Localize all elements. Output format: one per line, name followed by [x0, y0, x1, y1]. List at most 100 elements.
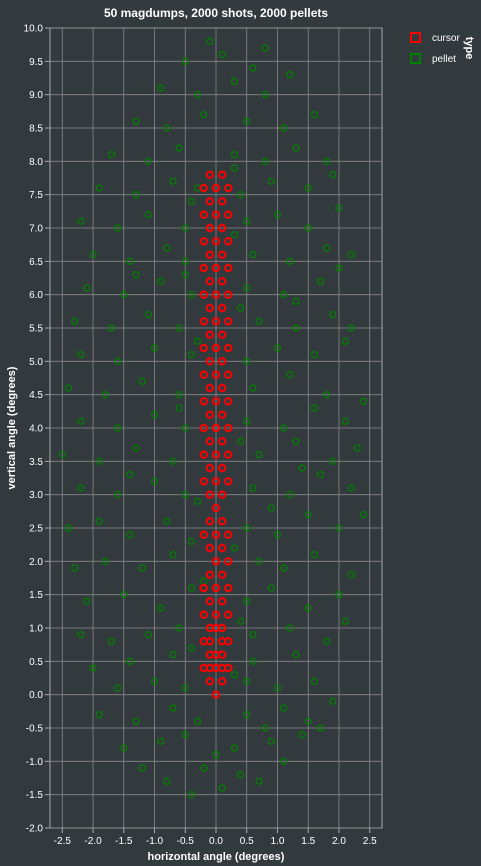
- pellet-point: [113, 684, 122, 692]
- pellet-point: [341, 417, 349, 425]
- y-tick-label: 1.0: [29, 624, 43, 635]
- pellet-point: [120, 744, 128, 752]
- cursor-point: [211, 263, 221, 273]
- cursor-point: [224, 610, 233, 619]
- pellet-point: [193, 497, 202, 505]
- pellet-point: [101, 557, 109, 565]
- pellet-point: [144, 311, 153, 319]
- x-tick-label: -0.5: [177, 836, 195, 847]
- x-tick-label: 1.5: [301, 836, 315, 847]
- pellet-point: [310, 551, 319, 559]
- pellet-point: [230, 77, 239, 85]
- pellet-point: [95, 457, 103, 465]
- cursor-point: [205, 223, 215, 233]
- pellet-point: [187, 291, 196, 299]
- pellet-point: [323, 637, 331, 645]
- pellet-point: [169, 457, 177, 465]
- y-tick-label: 0.0: [29, 690, 43, 701]
- pellet-point: [181, 257, 189, 265]
- pellet-point: [347, 571, 355, 579]
- pellet-point: [200, 111, 208, 119]
- y-tick-label: 4.5: [29, 390, 43, 401]
- pellet-point: [273, 684, 282, 692]
- pellet-point: [218, 51, 226, 59]
- pellet-point: [292, 437, 300, 445]
- pellet-point: [193, 91, 202, 99]
- pellet-point: [353, 444, 362, 452]
- pellet-point: [193, 337, 202, 345]
- pellet-point: [310, 404, 319, 412]
- pellet-point: [230, 151, 239, 159]
- cursor-point: [224, 423, 233, 433]
- pellet-point: [169, 704, 177, 712]
- cursor-point: [211, 237, 221, 246]
- pellet-point: [95, 517, 103, 525]
- cursor-point: [205, 490, 215, 499]
- legend-title: type: [463, 37, 475, 60]
- pellet-point: [132, 117, 140, 125]
- pellet-point: [138, 564, 146, 572]
- pellet-point: [181, 684, 189, 692]
- pellet-point: [77, 484, 85, 492]
- pellet-point: [279, 564, 288, 572]
- pellet-point: [126, 257, 134, 265]
- cursor-point: [211, 450, 221, 459]
- pellet-point: [70, 317, 79, 325]
- pellet-point: [83, 284, 91, 292]
- pellet-point: [175, 391, 183, 399]
- pellet-point: [267, 504, 275, 512]
- cursor-point: [205, 303, 215, 313]
- pellet-point: [249, 64, 257, 72]
- pellet-point: [236, 304, 245, 312]
- pellet-point: [304, 717, 312, 725]
- cursor-point: [217, 303, 227, 313]
- cursor-point: [217, 250, 227, 259]
- cursor-point: [217, 597, 227, 606]
- pellet-point: [329, 171, 337, 179]
- cursor-point: [199, 210, 208, 219]
- pellet-point: [323, 157, 331, 165]
- x-axis-ticks: -2.5 -2.0 -1.5 -1.0 -0.5 0.0 0.5 1.0 1.5 2.0 2.5: [54, 828, 377, 847]
- x-tick-label: -2.0: [84, 836, 102, 847]
- y-tick-label: -1.5: [26, 790, 44, 801]
- legend-swatch-cursor: [410, 32, 421, 43]
- pellet-point: [261, 44, 269, 52]
- pellet-point: [323, 244, 331, 252]
- cursor-point: [211, 183, 221, 193]
- pellet-point: [304, 511, 312, 519]
- pellet-point: [249, 384, 257, 392]
- pellet-point: [267, 737, 275, 745]
- cursor-point: [199, 663, 208, 673]
- pellet-point: [163, 777, 171, 785]
- pellet-point: [193, 717, 202, 725]
- cursor-point: [211, 397, 221, 406]
- pellet-point: [261, 724, 269, 732]
- pellet-point: [163, 244, 171, 252]
- cursor-point: [224, 477, 233, 486]
- pellet-point: [132, 717, 140, 725]
- x-tick-label: -1.5: [115, 836, 133, 847]
- cursor-point: [224, 237, 233, 246]
- cursor-point: [224, 583, 233, 593]
- pellet-point: [292, 324, 300, 332]
- pellet-point: [304, 184, 312, 192]
- cursor-point: [205, 250, 215, 259]
- cursor-point: [205, 170, 215, 179]
- cursor-point: [211, 343, 221, 353]
- cursor-point: [211, 690, 221, 699]
- pellet-point: [187, 791, 196, 799]
- pellet-point: [255, 451, 263, 459]
- cursor-point: [199, 183, 208, 193]
- cursor-point: [224, 290, 233, 299]
- pellet-point: [132, 444, 140, 452]
- cursor-point: [211, 477, 221, 486]
- pellet-point: [347, 251, 355, 259]
- pellet-point: [255, 557, 263, 565]
- pellet-point: [120, 291, 128, 299]
- pellet-point: [267, 177, 275, 185]
- cursor-point: [224, 183, 233, 193]
- pellet-point: [187, 197, 196, 205]
- pellet-point: [286, 624, 294, 632]
- pellet-point: [335, 524, 343, 532]
- y-tick-label: 6.0: [29, 290, 43, 301]
